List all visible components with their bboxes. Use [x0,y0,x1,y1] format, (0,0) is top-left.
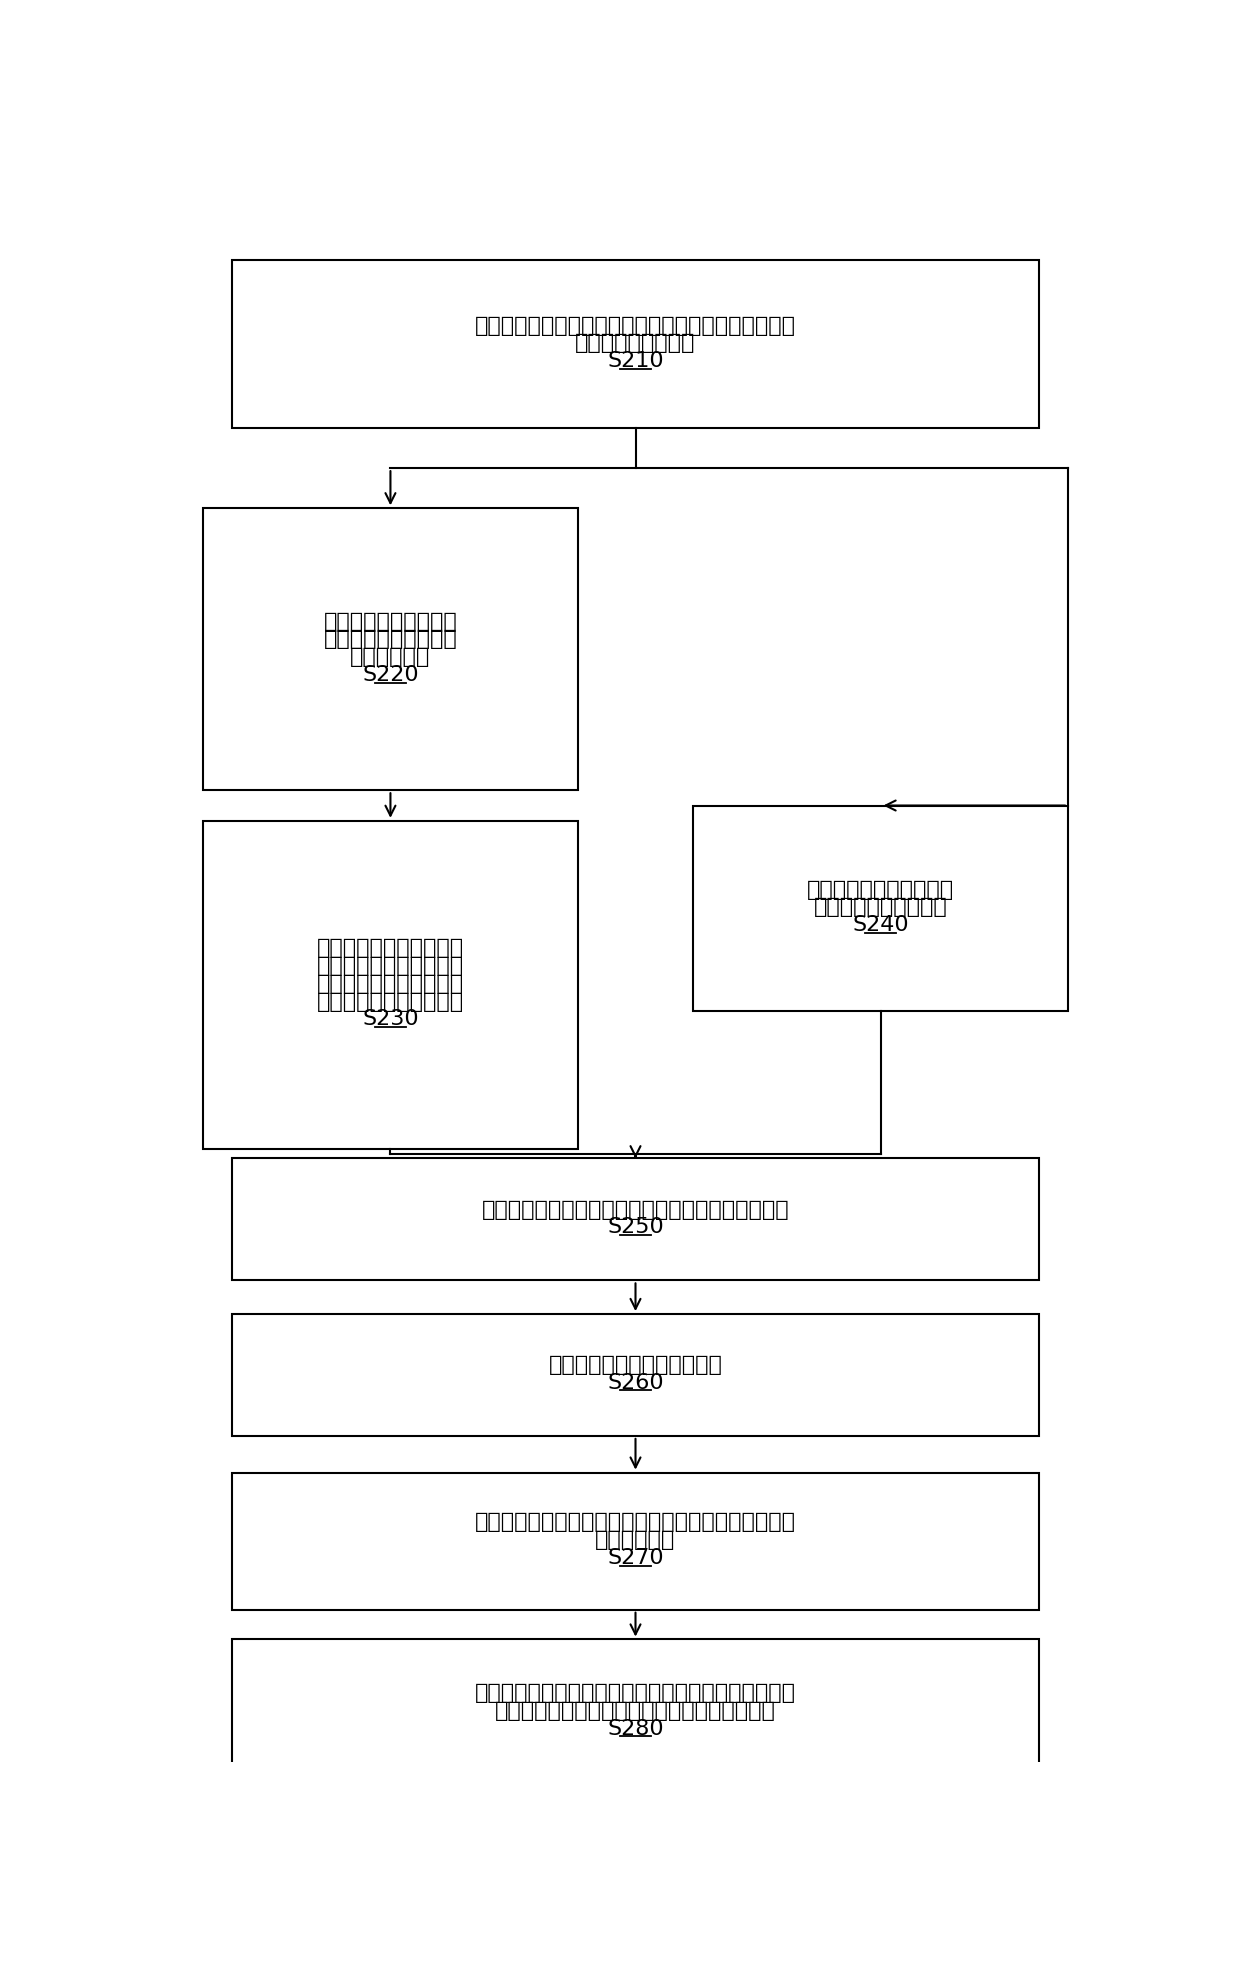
Text: 延迟后进入到第二透镜: 延迟后进入到第二透镜 [813,897,947,917]
Text: S220: S220 [362,665,419,685]
Text: 第二透镜将泵浦光路和探测光路聚焦到太赫兹探测器: 第二透镜将泵浦光路和探测光路聚焦到太赫兹探测器 [481,1200,790,1220]
Bar [203,822,578,1148]
Text: 二抛物面镜进入第二透镜: 二抛物面镜进入第二透镜 [317,992,464,1012]
Text: 物面镜后通过第一透镜聚: 物面镜后通过第一透镜聚 [317,956,464,976]
Text: 焦于被测物质后，通过第: 焦于被测物质后，通过第 [317,974,464,994]
Bar [232,1315,1039,1436]
Text: 指纹进行比对和模式识别，获取被测物质的成分: 指纹进行比对和模式识别，获取被测物质的成分 [495,1701,776,1721]
Bar [232,1158,1039,1281]
Text: 飞秒光纤激光器发射激光通过偏振分束镜分束分别进入: 飞秒光纤激光器发射激光通过偏振分束镜分束分别进入 [475,315,796,335]
Text: S270: S270 [608,1548,663,1568]
Bar [693,806,1068,1012]
Text: S230: S230 [362,1010,419,1030]
Text: S260: S260 [608,1372,663,1394]
Text: 探测光路经过光学延迟线: 探测光路经过光学延迟线 [807,879,954,899]
Text: 采集来自太赫兹探测器的光谱: 采集来自太赫兹探测器的光谱 [548,1354,723,1374]
Text: S210: S210 [608,350,663,372]
Text: 分析获取采集的光谱的时频轴差异特征，并构建三维域: 分析获取采集的光谱的时频轴差异特征，并构建三维域 [475,1513,796,1533]
Text: 将采集的光谱的时频轴差异特征与光谱数据库中的光谱: 将采集的光谱的时频轴差异特征与光谱数据库中的光谱 [475,1683,796,1703]
Text: S280: S280 [608,1719,663,1738]
Text: S240: S240 [852,915,909,935]
Bar [203,509,578,790]
Text: 太赫兹辐射波: 太赫兹辐射波 [351,647,430,667]
Bar [232,1473,1039,1610]
Bar [232,1639,1039,1784]
Text: 泵浦光路中的太赫兹发: 泵浦光路中的太赫兹发 [324,612,458,632]
Text: 特征分析方法: 特征分析方法 [595,1531,676,1550]
Text: 射器接收到激光后产生: 射器接收到激光后产生 [324,630,458,649]
Text: 太赫兹辐射波经过第一抛: 太赫兹辐射波经过第一抛 [317,939,464,958]
Bar [232,261,1039,428]
Text: 探测光路及泵浦光路: 探测光路及泵浦光路 [575,333,696,352]
Text: S250: S250 [608,1218,663,1238]
